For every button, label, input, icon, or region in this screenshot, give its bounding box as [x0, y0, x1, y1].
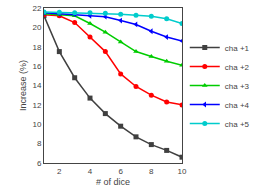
svg-text:14: 14	[32, 81, 41, 90]
svg-text:# of dice: # of dice	[96, 177, 130, 187]
svg-text:18: 18	[32, 43, 41, 52]
svg-text:10: 10	[178, 167, 187, 176]
svg-text:16: 16	[32, 62, 41, 71]
svg-text:12: 12	[32, 101, 41, 110]
svg-text:4: 4	[88, 167, 93, 176]
svg-text:cha +5: cha +5	[225, 120, 250, 129]
svg-text:cha +2: cha +2	[225, 63, 250, 72]
svg-text:6: 6	[118, 167, 123, 176]
svg-text:cha +4: cha +4	[225, 101, 250, 110]
svg-text:10: 10	[32, 120, 41, 129]
svg-text:cha +1: cha +1	[225, 44, 250, 53]
svg-text:8: 8	[149, 167, 154, 176]
svg-text:8: 8	[37, 139, 42, 148]
svg-text:2: 2	[57, 167, 62, 176]
svg-text:Increase (%): Increase (%)	[18, 60, 28, 111]
svg-text:20: 20	[32, 23, 41, 32]
svg-text:6: 6	[37, 159, 42, 168]
svg-text:cha +3: cha +3	[225, 82, 250, 91]
svg-text:22: 22	[32, 4, 41, 13]
